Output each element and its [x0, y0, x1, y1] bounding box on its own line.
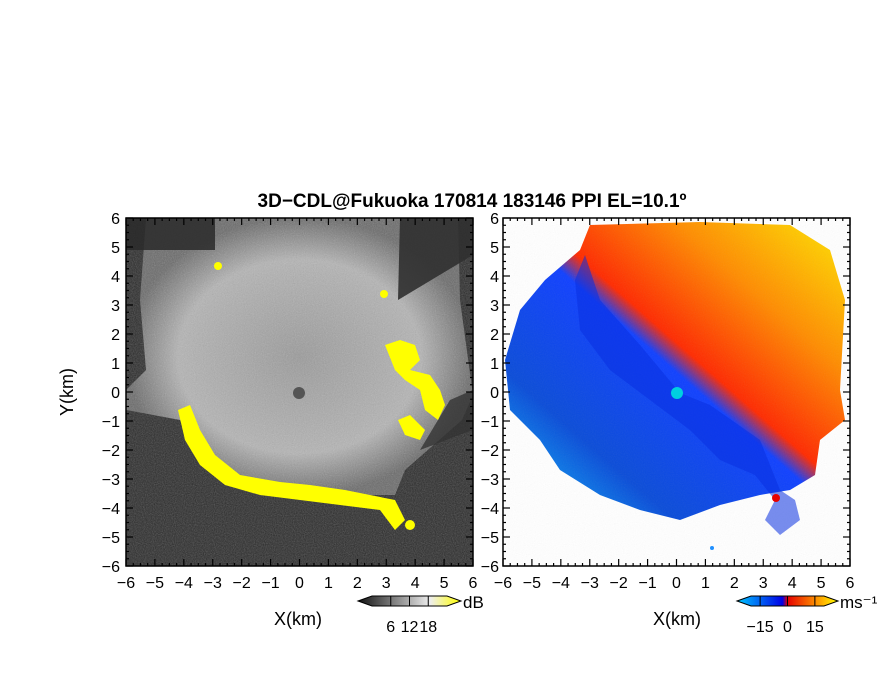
y-tick-label: −2 [481, 443, 499, 460]
y-tick-label: −6 [102, 559, 120, 576]
left-y-tick-labels: −6 −5 −4 −3 −2 −1 0 1 2 3 4 5 6 [102, 211, 120, 576]
y-tick-label: 3 [490, 298, 499, 315]
x-tick-label: −3 [204, 575, 222, 592]
y-tick-label: 5 [490, 240, 499, 257]
left-axis-ticks [125, 217, 474, 567]
x-tick-label: −1 [638, 575, 656, 592]
y-tick-label: −1 [481, 414, 499, 431]
x-tick-label: 4 [788, 575, 797, 592]
backscatter-image [126, 218, 473, 566]
left-x-axis-label: X(km) [274, 609, 322, 629]
x-tick-label: −4 [552, 575, 570, 592]
y-tick-label: 1 [111, 356, 120, 373]
x-tick-label: 1 [701, 575, 710, 592]
y-tick-label: 6 [111, 211, 120, 228]
y-tick-label: 3 [111, 298, 120, 315]
y-tick-label: −5 [481, 530, 499, 547]
high-echo-band [178, 262, 445, 530]
x-tick-label: −5 [523, 575, 541, 592]
x-tick-label: 3 [759, 575, 768, 592]
right-x-tick-labels: −6 −5 −4 −3 −2 −1 0 1 2 3 4 5 6 [494, 575, 855, 592]
y-tick-label: 6 [490, 211, 499, 228]
y-tick-label: 0 [490, 385, 499, 402]
velocity-panel: −6 −5 −4 −3 −2 −1 0 1 2 3 4 5 6 −6−5−4−3−2−10123456 … [481, 211, 878, 636]
velocity-site-marker [671, 387, 683, 399]
velocity-colorbar: −15 0 15 ms⁻¹ [735, 593, 878, 636]
right-axis-ticks [502, 217, 851, 567]
colorbar-tick-label: 12 [401, 619, 419, 636]
x-tick-label: 6 [469, 575, 478, 592]
y-tick-label: 2 [111, 327, 120, 344]
colorbar-tick-label: 0 [783, 619, 792, 636]
y-tick-label: 2 [490, 327, 499, 344]
y-tick-label: 4 [490, 269, 499, 286]
right-x-axis-label: X(km) [653, 609, 701, 629]
x-tick-label: −4 [175, 575, 193, 592]
radar-site-marker [293, 387, 305, 399]
x-tick-label: 1 [324, 575, 333, 592]
figure-title: 3D−CDL@Fukuoka 170814 183146 PPI EL=10.1… [258, 191, 687, 212]
x-tick-label: 0 [295, 575, 304, 592]
y-tick-label: −5 [102, 530, 120, 547]
y-tick-label: −6 [481, 559, 499, 576]
x-tick-label: −3 [581, 575, 599, 592]
x-tick-label: 3 [382, 575, 391, 592]
low-echo-wedge-east [420, 390, 473, 450]
x-tick-label: −6 [494, 575, 512, 592]
y-tick-label: −3 [481, 472, 499, 489]
x-tick-label: 2 [730, 575, 739, 592]
dB-colorbar-unit: dB [463, 593, 484, 612]
left-y-axis-label: Y(km) [57, 368, 77, 416]
x-tick-label: −6 [117, 575, 135, 592]
y-tick-label: 4 [111, 269, 120, 286]
x-tick-label: −1 [261, 575, 279, 592]
velocity-sign-boundary [575, 255, 800, 535]
colorbar-tick-label: 15 [806, 619, 824, 636]
left-x-tick-labels: −6 −5 −4 −3 −2 −1 0 1 2 3 4 5 6 [117, 575, 478, 592]
y-tick-label: 1 [490, 356, 499, 373]
velocity-image [503, 218, 850, 566]
dB-colorbar: 6 12 18 dB [356, 593, 484, 636]
x-tick-label: −5 [146, 575, 164, 592]
colorbar-tick-label: −15 [747, 619, 774, 636]
x-tick-label: −2 [233, 575, 251, 592]
velocity-colorbar-unit: ms⁻¹ [840, 593, 878, 612]
x-tick-label: 5 [817, 575, 826, 592]
colorbar-tick-label: 6 [386, 619, 395, 636]
backscatter-panel: −6 −5 −4 −3 −2 −1 0 1 2 3 4 5 6 −6−5−4−3−2−10123456 … [57, 211, 484, 636]
x-tick-label: 4 [411, 575, 420, 592]
y-tick-label: −4 [481, 501, 499, 518]
y-tick-label: −3 [102, 472, 120, 489]
x-tick-label: 5 [440, 575, 449, 592]
low-echo-wedge-right [398, 218, 473, 300]
y-tick-label: 0 [111, 385, 120, 402]
low-echo-wedge-left [126, 218, 215, 250]
colorbar-tick-label: 18 [419, 619, 437, 636]
y-tick-label: −4 [102, 501, 120, 518]
x-tick-label: −2 [610, 575, 628, 592]
y-tick-label: −2 [102, 443, 120, 460]
right-y-tick-labels: −6 −5 −4 −3 −2 −1 0 1 2 3 4 5 6 [481, 211, 499, 576]
x-tick-label: 6 [846, 575, 855, 592]
y-tick-label: −1 [102, 414, 120, 431]
x-tick-label: 0 [672, 575, 681, 592]
x-tick-label: 2 [353, 575, 362, 592]
y-tick-label: 5 [111, 240, 120, 257]
